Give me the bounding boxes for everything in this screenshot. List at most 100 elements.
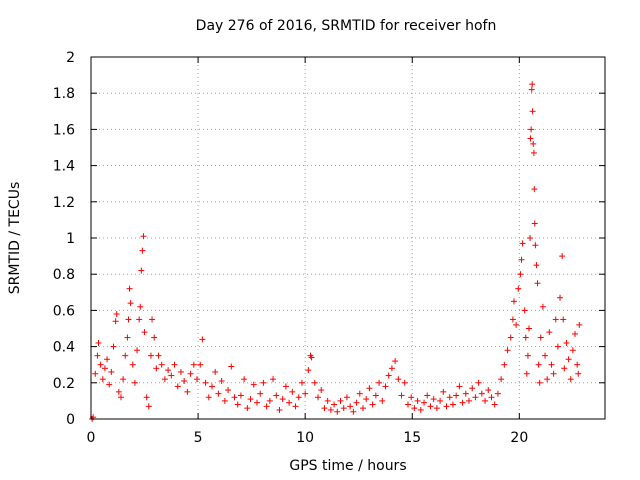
data-point bbox=[334, 408, 341, 415]
data-point bbox=[531, 186, 538, 193]
chart-title: Day 276 of 2016, SRMTID for receiver hof… bbox=[196, 18, 497, 34]
data-point bbox=[147, 352, 154, 359]
y-tick-labels: 0 0.2 0.4 0.6 0.8 1 1.2 1.4 1.6 1.8 2 bbox=[53, 50, 75, 428]
data-point bbox=[305, 367, 312, 374]
data-point bbox=[421, 399, 428, 406]
data-point bbox=[112, 318, 119, 325]
data-point bbox=[117, 394, 124, 401]
data-point bbox=[544, 376, 551, 383]
data-point bbox=[542, 352, 549, 359]
data-point bbox=[433, 405, 440, 412]
data-point bbox=[382, 383, 389, 390]
data-point bbox=[515, 285, 522, 292]
data-point bbox=[110, 343, 117, 350]
data-point bbox=[414, 397, 421, 404]
data-point bbox=[289, 388, 296, 395]
data-point bbox=[517, 271, 524, 278]
data-point bbox=[134, 347, 141, 354]
data-point bbox=[129, 361, 136, 368]
data-point bbox=[253, 399, 260, 406]
y-tick-label: 1.8 bbox=[53, 86, 75, 102]
data-point bbox=[482, 397, 489, 404]
data-point bbox=[469, 385, 476, 392]
data-point bbox=[537, 334, 544, 341]
data-point bbox=[174, 383, 181, 390]
data-point bbox=[311, 379, 318, 386]
y-tick-label: 0.4 bbox=[53, 340, 75, 356]
data-point bbox=[574, 361, 581, 368]
data-point bbox=[548, 361, 555, 368]
data-point bbox=[388, 365, 395, 372]
data-point bbox=[340, 405, 347, 412]
data-point bbox=[161, 376, 168, 383]
data-point bbox=[137, 303, 144, 310]
data-point bbox=[337, 397, 344, 404]
y-tick-label: 0.2 bbox=[53, 376, 75, 392]
data-point bbox=[372, 392, 379, 399]
data-point bbox=[531, 220, 538, 227]
data-point bbox=[321, 405, 328, 412]
data-point bbox=[530, 140, 537, 147]
data-point bbox=[392, 358, 399, 365]
data-point bbox=[205, 394, 212, 401]
data-point bbox=[244, 405, 251, 412]
data-point bbox=[534, 280, 541, 287]
data-point bbox=[295, 394, 302, 401]
data-point bbox=[518, 256, 525, 263]
data-point bbox=[187, 370, 194, 377]
data-point bbox=[286, 399, 293, 406]
data-point bbox=[527, 135, 534, 142]
data-point bbox=[535, 361, 542, 368]
data-point bbox=[302, 390, 309, 397]
data-point bbox=[350, 408, 357, 415]
data-point bbox=[404, 401, 411, 408]
data-point bbox=[379, 397, 386, 404]
data-point bbox=[215, 390, 222, 397]
data-point bbox=[353, 399, 360, 406]
y-tick-label: 0.8 bbox=[53, 267, 75, 283]
data-point bbox=[572, 330, 579, 337]
data-point bbox=[171, 361, 178, 368]
data-point bbox=[209, 383, 216, 390]
data-point bbox=[241, 376, 248, 383]
x-tick-labels: 0 5 10 15 20 bbox=[87, 430, 529, 446]
data-point bbox=[199, 336, 206, 343]
data-point bbox=[546, 329, 553, 336]
data-point bbox=[507, 334, 514, 341]
data-point bbox=[401, 379, 408, 386]
data-point bbox=[437, 397, 444, 404]
data-point bbox=[225, 387, 232, 394]
data-point bbox=[424, 392, 431, 399]
data-point bbox=[527, 235, 534, 241]
data-point bbox=[430, 396, 437, 403]
data-point bbox=[521, 307, 528, 314]
data-point bbox=[260, 379, 267, 386]
data-point bbox=[318, 387, 325, 394]
data-point bbox=[536, 379, 543, 386]
data-point bbox=[190, 361, 197, 368]
data-point bbox=[554, 343, 561, 350]
data-point bbox=[292, 403, 299, 410]
data-point bbox=[366, 385, 373, 392]
data-point bbox=[488, 394, 495, 401]
data-point bbox=[529, 108, 536, 115]
data-point bbox=[276, 406, 283, 413]
data-point bbox=[113, 311, 120, 318]
data-point bbox=[151, 334, 158, 341]
data-point bbox=[466, 397, 473, 404]
data-point bbox=[145, 403, 152, 410]
data-point bbox=[250, 381, 257, 388]
data-point bbox=[108, 368, 115, 375]
data-point bbox=[194, 376, 201, 383]
data-point bbox=[557, 294, 564, 301]
y-tick-label: 1.4 bbox=[53, 159, 75, 175]
data-point bbox=[97, 361, 104, 368]
data-point bbox=[92, 370, 99, 377]
data-point bbox=[475, 379, 482, 386]
data-point bbox=[376, 379, 383, 386]
data-points bbox=[89, 81, 583, 422]
data-point bbox=[446, 394, 453, 401]
data-point bbox=[140, 233, 147, 240]
data-point bbox=[158, 361, 165, 368]
